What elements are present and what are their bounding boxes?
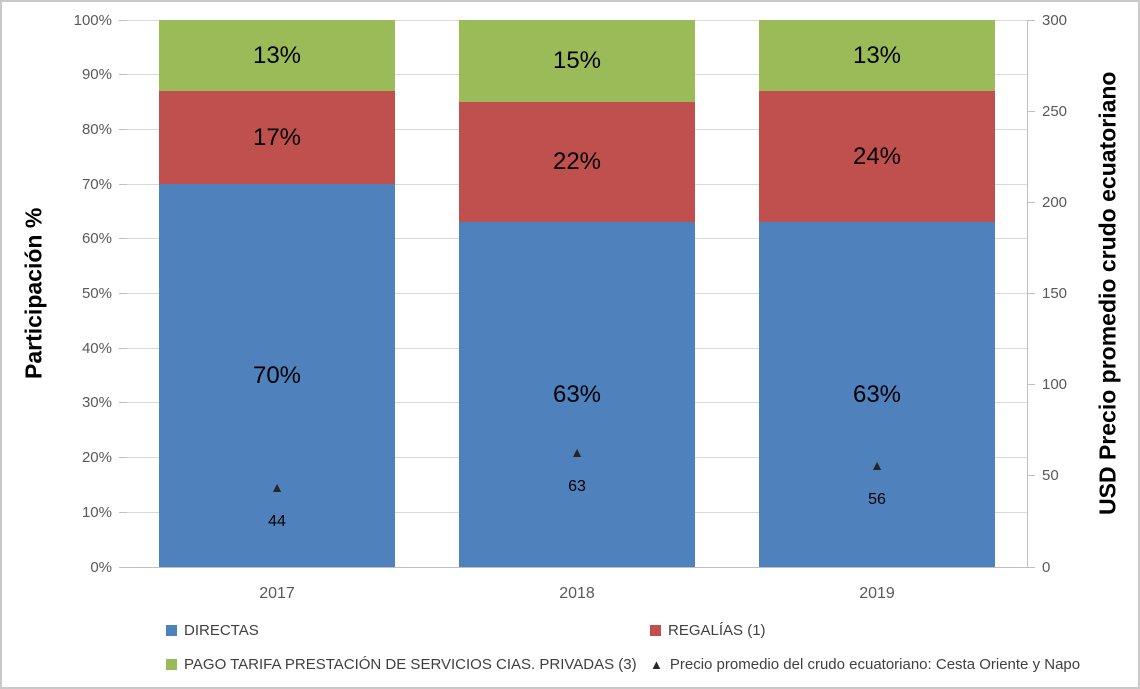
legend-item: PAGO TARIFA PRESTACIÓN DE SERVICIOS CIAS… xyxy=(166,656,637,673)
left-axis-tick-label: 30% xyxy=(81,394,112,412)
left-axis-tick-label: 50% xyxy=(81,285,112,302)
price-marker-triangle-icon: ▲ xyxy=(570,444,584,461)
left-axis-tick-label: 10% xyxy=(81,503,112,521)
bar-segment xyxy=(159,20,395,92)
legend-item: DIRECTAS xyxy=(166,622,259,639)
left-axis-tick xyxy=(119,128,127,130)
bar-segment xyxy=(759,20,995,92)
left-axis-tick xyxy=(119,238,127,240)
left-axis-tick xyxy=(119,402,127,404)
legend-swatch-icon xyxy=(166,659,177,670)
left-axis-tick-label: 40% xyxy=(81,339,112,357)
bar-segment xyxy=(459,222,695,567)
bar-segment-label: 17% xyxy=(252,123,302,151)
right-axis-tick xyxy=(1027,19,1035,21)
bar-segment xyxy=(159,91,395,185)
right-axis-tick-label: 150 xyxy=(1042,285,1068,302)
right-axis-tick-label: 250 xyxy=(1042,102,1068,120)
left-axis-tick xyxy=(119,511,127,513)
price-data-label: 63 xyxy=(568,478,586,496)
legend-triangle-icon: ▲ xyxy=(650,657,663,672)
right-axis-tick-label: 300 xyxy=(1042,11,1068,29)
price-marker-triangle-icon: ▲ xyxy=(870,456,884,473)
left-axis-tick xyxy=(119,457,127,459)
bar-segment-label: 24% xyxy=(852,142,902,170)
left-axis-tick xyxy=(119,293,127,294)
left-axis-tick-label: 80% xyxy=(81,120,112,138)
right-axis-tick xyxy=(1027,201,1035,203)
left-axis-tick-label: 70% xyxy=(81,175,112,193)
bar-segment-label: 22% xyxy=(552,148,602,176)
legend-label: PAGO TARIFA PRESTACIÓN DE SERVICIOS CIAS… xyxy=(184,656,637,673)
legend-label: DIRECTAS xyxy=(184,622,259,639)
left-axis-tick-label: 100% xyxy=(73,11,112,29)
left-axis-tick-label: 0% xyxy=(90,558,112,576)
left-axis-tick-label: 90% xyxy=(81,66,112,84)
right-axis-tick xyxy=(1027,566,1035,568)
bar-segment xyxy=(759,222,995,567)
bar-segment-label: 63% xyxy=(852,380,902,408)
right-axis-tick-label: 200 xyxy=(1042,193,1068,211)
right-axis-tick xyxy=(1027,110,1035,112)
left-axis-tick xyxy=(119,19,127,21)
right-axis-tick-label: 0 xyxy=(1042,558,1051,576)
legend-label: REGALÍAS (1) xyxy=(668,622,766,639)
left-axis-tick-label: 60% xyxy=(81,230,112,248)
bar-segment-label: 63% xyxy=(552,380,602,408)
bar-segment-label: 15% xyxy=(552,47,602,75)
right-axis-tick-label: 50 xyxy=(1042,467,1059,485)
bar-segment xyxy=(459,20,695,103)
left-axis-tick xyxy=(119,347,127,349)
bar-segment xyxy=(759,91,995,223)
price-marker-triangle-icon: ▲ xyxy=(270,478,284,495)
bar-segment xyxy=(159,184,395,567)
bar-segment xyxy=(459,102,695,223)
x-axis-tick-label: 2018 xyxy=(559,585,595,602)
price-data-label: 56 xyxy=(868,490,886,508)
left-axis-tick-label: 20% xyxy=(81,449,112,467)
legend-item: ▲ Precio promedio del crudo ecuatoriano: … xyxy=(650,656,1080,673)
price-data-label: 44 xyxy=(268,512,286,530)
legend-swatch-icon xyxy=(650,625,661,636)
bar-segment-label: 13% xyxy=(252,41,302,69)
left-axis-tick xyxy=(119,74,127,76)
x-axis-line xyxy=(119,567,1027,568)
right-axis-tick-label: 100 xyxy=(1042,376,1068,394)
bar-segment-label: 13% xyxy=(852,41,902,69)
x-axis-tick-label: 2017 xyxy=(259,585,295,602)
right-axis-tick xyxy=(1027,293,1035,294)
bar-segment-label: 70% xyxy=(252,361,302,389)
right-axis-tick xyxy=(1027,384,1035,386)
legend-item: REGALÍAS (1) xyxy=(650,622,766,639)
x-axis-tick-label: 2019 xyxy=(859,585,895,602)
legend-label: Precio promedio del crudo ecuatoriano: C… xyxy=(669,656,1081,673)
legend-swatch-icon xyxy=(166,625,177,636)
left-axis-tick xyxy=(119,183,127,185)
right-axis-tick xyxy=(1027,475,1035,477)
